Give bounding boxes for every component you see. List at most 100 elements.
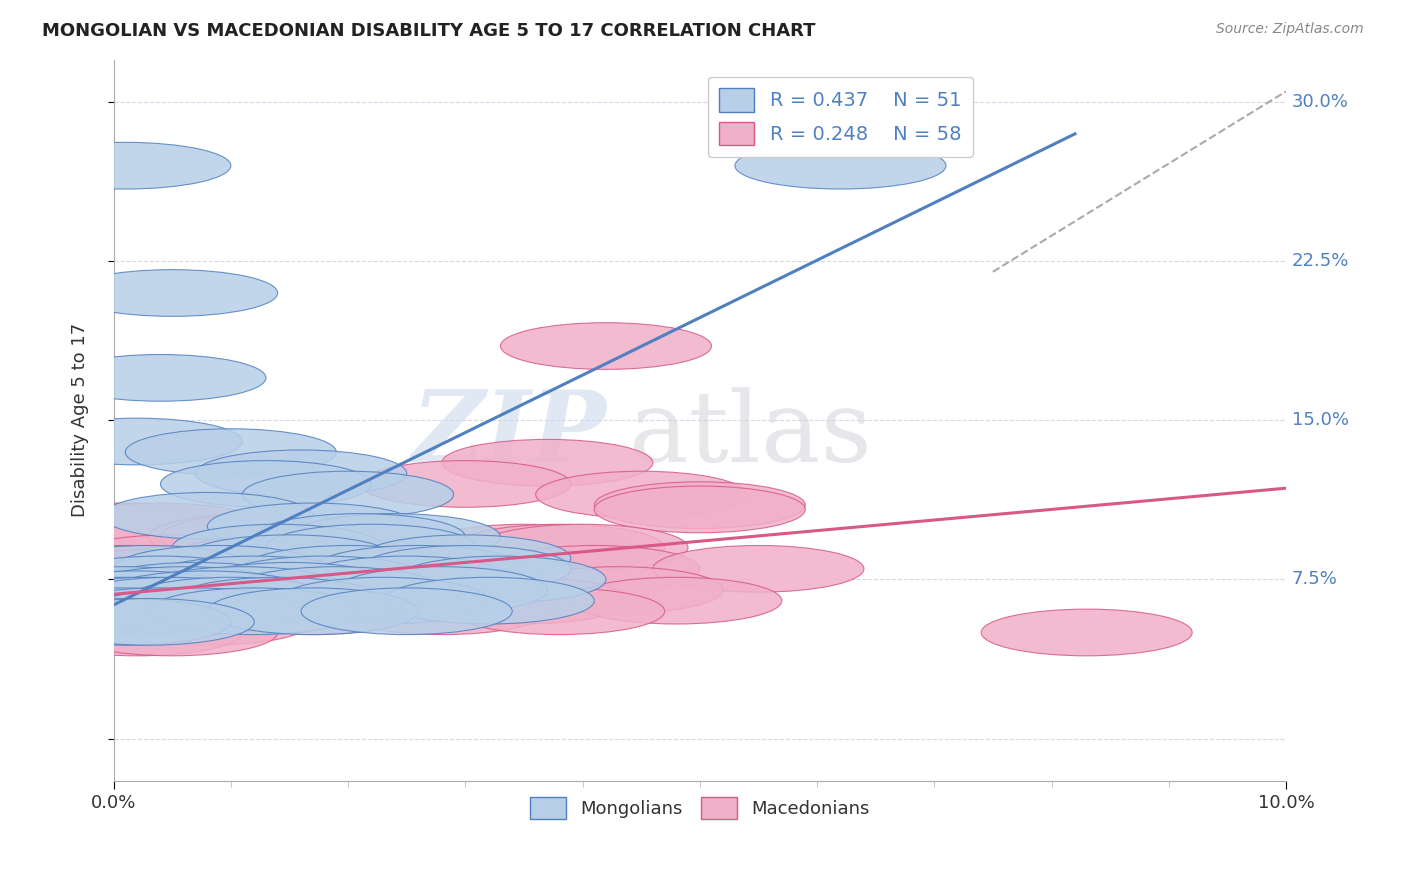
Ellipse shape bbox=[195, 546, 406, 592]
Ellipse shape bbox=[441, 440, 652, 486]
Ellipse shape bbox=[207, 588, 419, 634]
Ellipse shape bbox=[101, 492, 314, 539]
Ellipse shape bbox=[172, 577, 384, 624]
Ellipse shape bbox=[278, 577, 489, 624]
Ellipse shape bbox=[595, 482, 806, 528]
Ellipse shape bbox=[149, 566, 360, 614]
Ellipse shape bbox=[242, 471, 454, 518]
Ellipse shape bbox=[79, 566, 290, 614]
Ellipse shape bbox=[184, 535, 395, 582]
Ellipse shape bbox=[114, 563, 325, 609]
Ellipse shape bbox=[735, 143, 946, 189]
Ellipse shape bbox=[66, 588, 278, 634]
Ellipse shape bbox=[512, 566, 723, 614]
Ellipse shape bbox=[301, 556, 512, 603]
Ellipse shape bbox=[149, 556, 360, 603]
Ellipse shape bbox=[360, 535, 571, 582]
Ellipse shape bbox=[395, 556, 606, 603]
Ellipse shape bbox=[55, 588, 266, 634]
Ellipse shape bbox=[489, 546, 700, 592]
Ellipse shape bbox=[79, 556, 290, 603]
Ellipse shape bbox=[136, 566, 349, 614]
Ellipse shape bbox=[184, 563, 395, 609]
Ellipse shape bbox=[595, 486, 806, 533]
Ellipse shape bbox=[66, 535, 278, 582]
Ellipse shape bbox=[101, 571, 314, 617]
Ellipse shape bbox=[90, 546, 301, 592]
Ellipse shape bbox=[219, 556, 430, 603]
Ellipse shape bbox=[172, 535, 384, 582]
Ellipse shape bbox=[20, 588, 231, 634]
Text: 15.0%: 15.0% bbox=[1292, 411, 1348, 429]
Ellipse shape bbox=[360, 460, 571, 508]
Ellipse shape bbox=[31, 588, 242, 634]
Ellipse shape bbox=[66, 269, 278, 317]
Ellipse shape bbox=[20, 577, 231, 624]
Ellipse shape bbox=[266, 535, 477, 582]
Y-axis label: Disability Age 5 to 17: Disability Age 5 to 17 bbox=[72, 323, 89, 517]
Ellipse shape bbox=[219, 556, 430, 603]
Ellipse shape bbox=[31, 571, 242, 617]
Ellipse shape bbox=[20, 566, 231, 614]
Ellipse shape bbox=[571, 577, 782, 624]
Ellipse shape bbox=[149, 514, 360, 560]
Ellipse shape bbox=[536, 471, 747, 518]
Ellipse shape bbox=[20, 143, 231, 189]
Text: 30.0%: 30.0% bbox=[1292, 93, 1348, 111]
Ellipse shape bbox=[336, 546, 547, 592]
Ellipse shape bbox=[290, 514, 501, 560]
Ellipse shape bbox=[31, 418, 242, 465]
Ellipse shape bbox=[55, 503, 266, 549]
Ellipse shape bbox=[125, 549, 336, 597]
Ellipse shape bbox=[160, 460, 371, 508]
Ellipse shape bbox=[301, 556, 512, 603]
Ellipse shape bbox=[20, 566, 231, 614]
Ellipse shape bbox=[55, 556, 266, 603]
Ellipse shape bbox=[254, 514, 465, 560]
Ellipse shape bbox=[501, 323, 711, 369]
Ellipse shape bbox=[419, 577, 630, 624]
Ellipse shape bbox=[125, 588, 336, 634]
Ellipse shape bbox=[242, 524, 454, 571]
Text: Source: ZipAtlas.com: Source: ZipAtlas.com bbox=[1216, 22, 1364, 37]
Ellipse shape bbox=[278, 577, 489, 624]
Ellipse shape bbox=[195, 450, 406, 497]
Ellipse shape bbox=[20, 546, 231, 592]
Ellipse shape bbox=[207, 588, 419, 634]
Ellipse shape bbox=[125, 429, 336, 475]
Text: 7.5%: 7.5% bbox=[1292, 570, 1337, 589]
Ellipse shape bbox=[31, 599, 242, 645]
Ellipse shape bbox=[44, 577, 254, 624]
Text: ZIP: ZIP bbox=[411, 386, 606, 483]
Ellipse shape bbox=[384, 577, 595, 624]
Ellipse shape bbox=[31, 609, 242, 656]
Ellipse shape bbox=[336, 566, 547, 614]
Ellipse shape bbox=[125, 577, 336, 624]
Ellipse shape bbox=[101, 571, 314, 617]
Ellipse shape bbox=[90, 563, 301, 609]
Ellipse shape bbox=[90, 588, 301, 634]
Ellipse shape bbox=[172, 524, 384, 571]
Legend: Mongolians, Macedonians: Mongolians, Macedonians bbox=[523, 789, 877, 826]
Text: atlas: atlas bbox=[630, 387, 872, 483]
Ellipse shape bbox=[231, 566, 441, 614]
Ellipse shape bbox=[20, 577, 231, 624]
Ellipse shape bbox=[454, 524, 665, 571]
Ellipse shape bbox=[20, 571, 231, 617]
Ellipse shape bbox=[184, 577, 395, 624]
Ellipse shape bbox=[44, 546, 254, 592]
Ellipse shape bbox=[477, 524, 688, 571]
Ellipse shape bbox=[44, 549, 254, 597]
Ellipse shape bbox=[114, 546, 325, 592]
Ellipse shape bbox=[149, 588, 360, 634]
Text: 22.5%: 22.5% bbox=[1292, 252, 1350, 270]
Ellipse shape bbox=[20, 503, 231, 549]
Ellipse shape bbox=[360, 566, 571, 614]
Ellipse shape bbox=[266, 524, 477, 571]
Ellipse shape bbox=[454, 588, 665, 634]
Ellipse shape bbox=[101, 599, 314, 645]
Ellipse shape bbox=[66, 577, 278, 624]
Ellipse shape bbox=[44, 577, 254, 624]
Ellipse shape bbox=[66, 609, 278, 656]
Ellipse shape bbox=[981, 609, 1192, 656]
